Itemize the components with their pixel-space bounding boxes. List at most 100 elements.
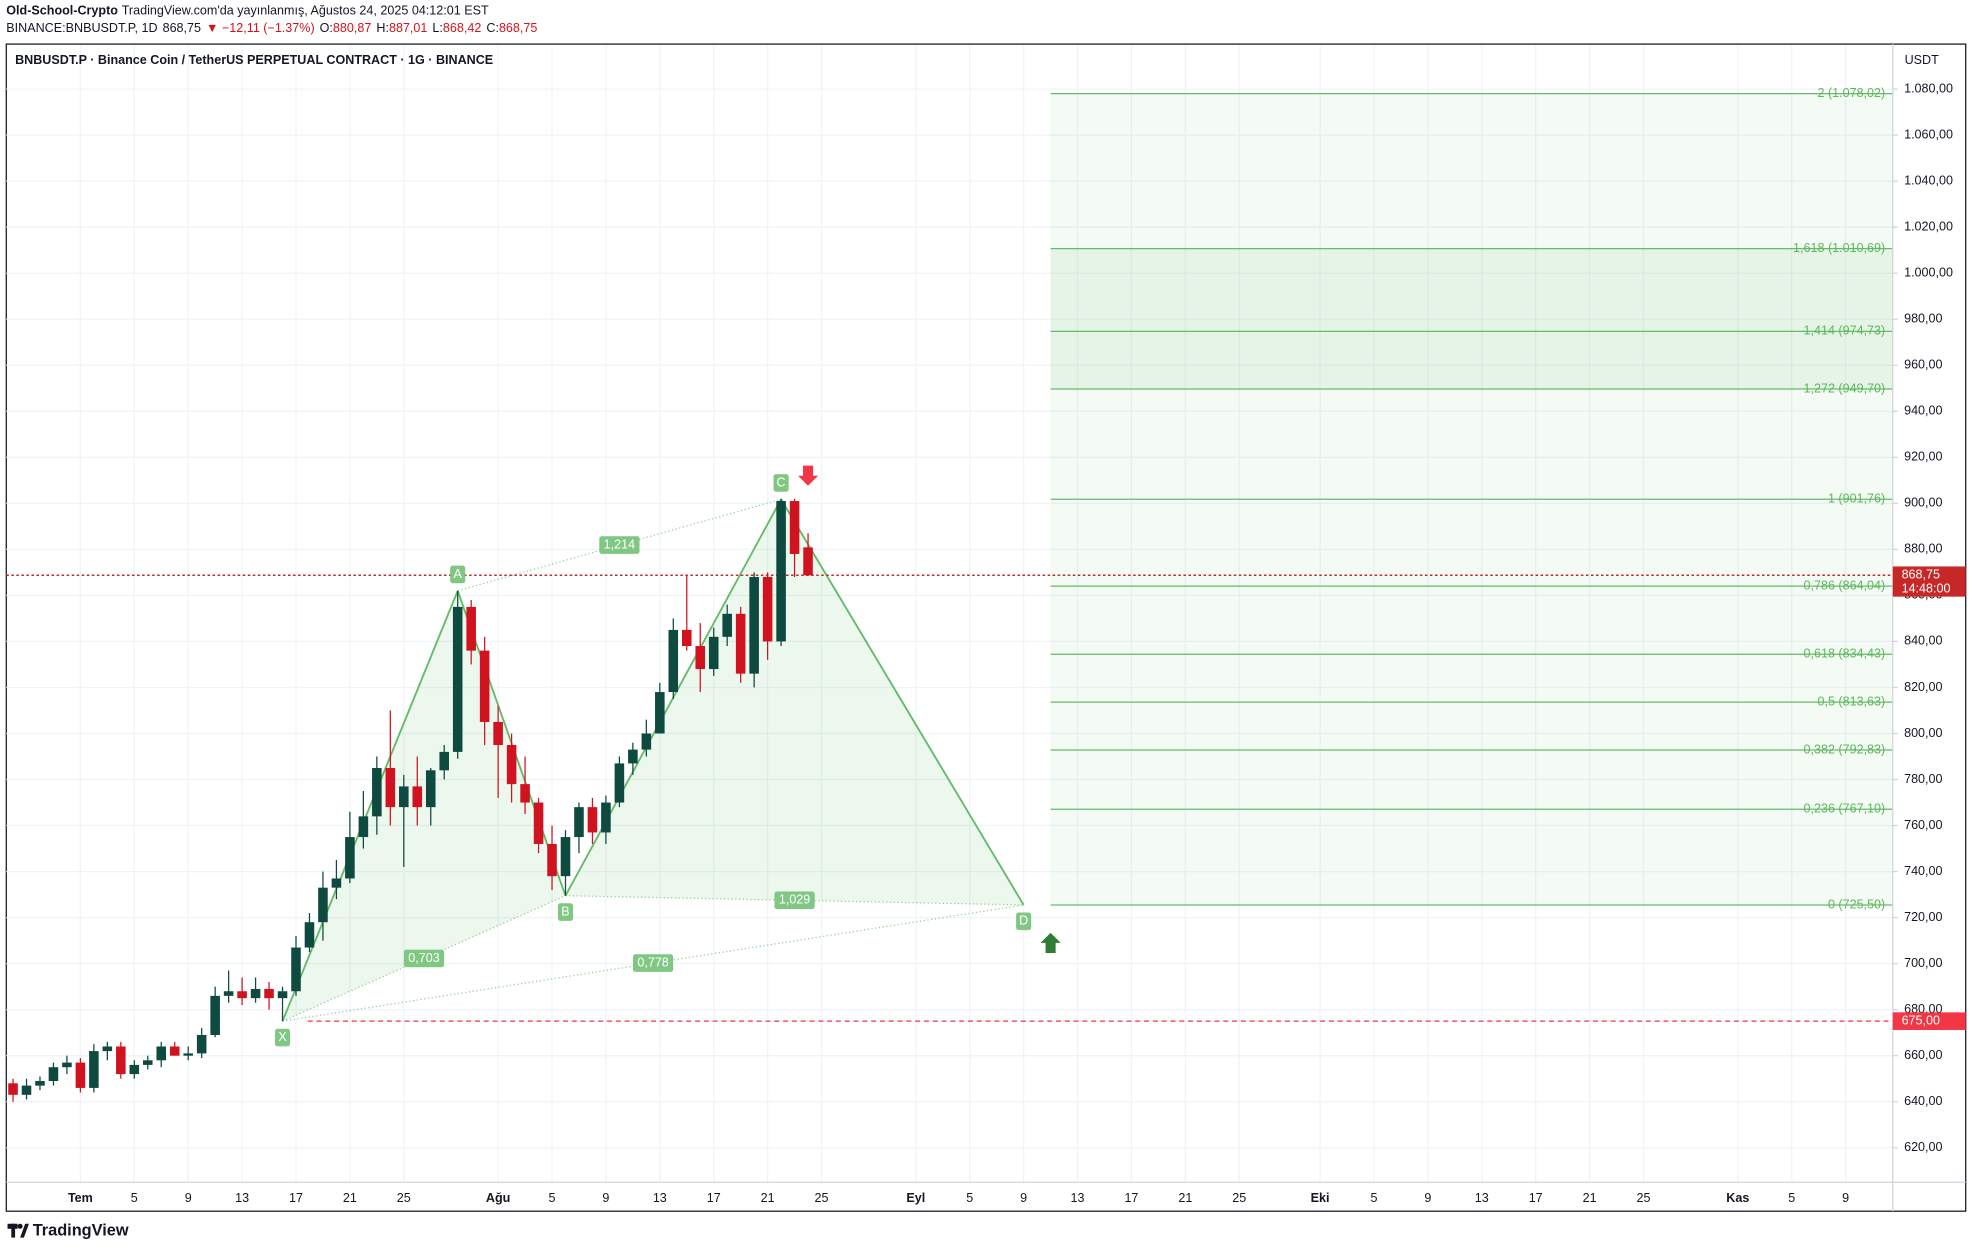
x-tick-label: 5 xyxy=(131,1191,138,1205)
ohlc-value: 868,75 xyxy=(499,21,537,35)
x-tick-label: 25 xyxy=(1636,1191,1650,1205)
candle-body xyxy=(345,837,355,879)
ohlc-key: L: xyxy=(432,21,442,35)
plot-layer: 0 (725,50) 0,236 (767,10) 0,382 (792,83) 0,… xyxy=(6,45,1893,1183)
candle-body xyxy=(237,991,247,999)
ratio-box xyxy=(599,536,640,554)
candle-body xyxy=(75,1062,86,1088)
candle-body xyxy=(533,802,544,844)
candle-body xyxy=(35,1081,45,1086)
x-tick-label: 13 xyxy=(1475,1191,1489,1205)
header-line: Old-School-Crypto TradingView.com'da yayı… xyxy=(6,4,489,18)
candle-body xyxy=(803,547,813,576)
candle-body xyxy=(183,1053,193,1056)
point-box xyxy=(557,903,574,921)
fib-label: 1,414 (974,73) xyxy=(1804,324,1886,338)
y-tick-label: 920,00 xyxy=(1904,450,1942,464)
chart-title: BNBUSDT.P · Binance Coin / TetherUS PERP… xyxy=(15,53,493,67)
pattern-triangle xyxy=(565,499,1024,905)
candle-body xyxy=(668,629,679,693)
y-tick-label: 780,00 xyxy=(1904,772,1942,786)
y-tick-label: 760,00 xyxy=(1904,818,1942,832)
candle-body xyxy=(479,650,490,722)
point-box xyxy=(1016,912,1032,931)
candle-body xyxy=(762,576,773,642)
y-tick-label: 980,00 xyxy=(1904,312,1942,326)
candle-body xyxy=(466,606,476,651)
y-tick-label: 640,00 xyxy=(1904,1094,1942,1108)
x-tick-label: 9 xyxy=(602,1191,609,1205)
fib-zone xyxy=(1050,749,1893,810)
fib-label: 1 (901,76) xyxy=(1828,492,1885,506)
fib-label: 0,5 (813,63) xyxy=(1817,694,1885,708)
candle-body xyxy=(223,991,234,996)
candle-body xyxy=(399,786,409,808)
pattern-leg xyxy=(281,590,459,1022)
point-label: D xyxy=(1019,914,1028,928)
x-tick-label: 21 xyxy=(343,1191,357,1205)
ratio-line xyxy=(565,895,1024,906)
y-axis-label: USDT xyxy=(1905,53,1940,67)
point-box xyxy=(773,474,789,492)
last-price-tag xyxy=(1892,566,1966,597)
x-tick-label: 25 xyxy=(1232,1191,1246,1205)
x-tick-label: 17 xyxy=(1529,1191,1543,1205)
y-tick-label: 940,00 xyxy=(1904,404,1942,418)
fib-zone xyxy=(1050,388,1893,500)
y-tick-label: 660,00 xyxy=(1904,1048,1942,1062)
candle-body xyxy=(601,802,611,833)
y-tick-label: 900,00 xyxy=(1904,496,1942,510)
ratio-box xyxy=(403,949,445,968)
candle-body xyxy=(21,1085,32,1095)
y-tick-label: 740,00 xyxy=(1904,864,1942,878)
x-tick-label: 9 xyxy=(1424,1191,1431,1205)
ohlc-key: O: xyxy=(320,21,333,35)
x-tick-label: Eki xyxy=(1311,1191,1330,1205)
y-tick-label: 960,00 xyxy=(1904,358,1942,372)
candle-body xyxy=(587,807,598,833)
candle-body xyxy=(331,878,342,888)
candle-body xyxy=(196,1034,207,1054)
fib-zone xyxy=(1050,93,1893,249)
candle-body xyxy=(628,749,638,764)
candle-body xyxy=(506,744,517,785)
candle-body xyxy=(425,770,436,808)
fib-label: 1,618 (1.010,69) xyxy=(1793,241,1885,255)
y-tick-label: 820,00 xyxy=(1904,680,1942,694)
fib-zone xyxy=(1050,586,1893,655)
fib-label: 0,382 (792,83) xyxy=(1804,742,1886,756)
y-tick-label: 1.060,00 xyxy=(1904,127,1953,141)
x-tick-label: 13 xyxy=(1071,1191,1085,1205)
ratio-line xyxy=(282,904,1024,1022)
fib-label: 1,272 (949,70) xyxy=(1804,381,1886,395)
candle-body xyxy=(250,988,261,999)
candle-body xyxy=(722,613,732,637)
signal-arrow xyxy=(1040,932,1061,953)
y-tick-label: 1.040,00 xyxy=(1904,173,1953,187)
x-tick-label: Eyl xyxy=(906,1191,925,1205)
candle-body xyxy=(560,837,571,877)
point-label: A xyxy=(454,567,463,581)
published: TradingView.com'da yayınlanmış, Ağustos … xyxy=(122,4,489,18)
ohlc-value: 880,87 xyxy=(333,21,371,35)
stop-tag xyxy=(1892,1012,1966,1030)
fib-label: 2 (1.078,02) xyxy=(1817,86,1885,100)
x-tick-label: 5 xyxy=(549,1191,556,1205)
fib-zone xyxy=(1050,702,1893,750)
symbol: BINANCE:BNBUSDT.P, 1D xyxy=(6,21,157,35)
candle-body xyxy=(318,887,328,923)
point-label: C xyxy=(777,475,786,489)
candle-body xyxy=(735,613,746,674)
x-tick-label: 5 xyxy=(1788,1191,1795,1205)
ohlc-key: H: xyxy=(376,21,389,35)
y-tick-label: 1.020,00 xyxy=(1904,219,1953,233)
x-tick-label: 9 xyxy=(1842,1191,1849,1205)
ratio-label: 1,214 xyxy=(604,537,635,551)
candle-body xyxy=(439,751,450,771)
candle-body xyxy=(89,1051,99,1088)
point-label: B xyxy=(561,904,569,918)
x-tick-label: 9 xyxy=(185,1191,192,1205)
ratio-box xyxy=(774,891,815,910)
